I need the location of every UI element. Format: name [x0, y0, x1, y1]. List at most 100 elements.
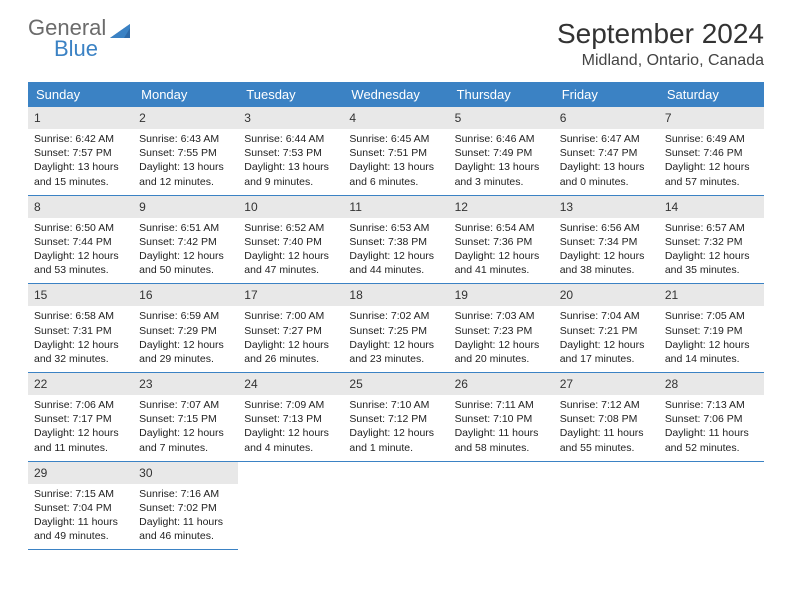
daylight-line: Daylight: 12 hours and 14 minutes. — [665, 338, 758, 366]
daylight-line: Daylight: 12 hours and 44 minutes. — [349, 249, 442, 277]
sunset-line: Sunset: 7:46 PM — [665, 146, 758, 160]
triangle-icon — [110, 22, 132, 45]
month-title: September 2024 — [557, 18, 764, 50]
sunrise-line: Sunrise: 6:57 AM — [665, 221, 758, 235]
day-details: Sunrise: 7:03 AMSunset: 7:23 PMDaylight:… — [455, 309, 548, 366]
sunset-line: Sunset: 7:44 PM — [34, 235, 127, 249]
day-number: 21 — [665, 288, 678, 302]
sunrise-line: Sunrise: 7:09 AM — [244, 398, 337, 412]
day-details: Sunrise: 6:59 AMSunset: 7:29 PMDaylight:… — [139, 309, 232, 366]
day-number: 9 — [139, 200, 146, 214]
daylight-line: Daylight: 12 hours and 23 minutes. — [349, 338, 442, 366]
title-block: September 2024 Midland, Ontario, Canada — [557, 18, 764, 70]
daylight-line: Daylight: 12 hours and 29 minutes. — [139, 338, 232, 366]
sunrise-line: Sunrise: 7:16 AM — [139, 487, 232, 501]
day-number: 7 — [665, 111, 672, 125]
day-details: Sunrise: 7:04 AMSunset: 7:21 PMDaylight:… — [560, 309, 653, 366]
day-details: Sunrise: 6:53 AMSunset: 7:38 PMDaylight:… — [349, 221, 442, 278]
sunset-line: Sunset: 7:21 PM — [560, 324, 653, 338]
calendar-day: 4Sunrise: 6:45 AMSunset: 7:51 PMDaylight… — [343, 107, 448, 196]
calendar-day: 21 Sunrise: 7:05 AMSunset: 7:19 PMDayligh… — [659, 284, 764, 373]
day-number: 5 — [455, 111, 462, 125]
calendar-day: 10Sunrise: 6:52 AMSunset: 7:40 PMDayligh… — [238, 196, 343, 285]
daylight-line: Daylight: 12 hours and 26 minutes. — [244, 338, 337, 366]
sunset-line: Sunset: 7:42 PM — [139, 235, 232, 249]
header: General Blue September 2024 Midland, Ont… — [28, 18, 764, 70]
sunrise-line: Sunrise: 7:06 AM — [34, 398, 127, 412]
daylight-line: Daylight: 12 hours and 7 minutes. — [139, 426, 232, 454]
daylight-line: Daylight: 11 hours and 55 minutes. — [560, 426, 653, 454]
empty-cell — [659, 462, 764, 551]
sunrise-line: Sunrise: 6:52 AM — [244, 221, 337, 235]
day-details: Sunrise: 6:58 AMSunset: 7:31 PMDaylight:… — [34, 309, 127, 366]
sunrise-line: Sunrise: 6:46 AM — [455, 132, 548, 146]
sunset-line: Sunset: 7:47 PM — [560, 146, 653, 160]
daylight-line: Daylight: 12 hours and 11 minutes. — [34, 426, 127, 454]
calendar-day: 16Sunrise: 6:59 AMSunset: 7:29 PMDayligh… — [133, 284, 238, 373]
sunrise-line: Sunrise: 7:05 AM — [665, 309, 758, 323]
calendar-day: 13Sunrise: 6:56 AMSunset: 7:34 PMDayligh… — [554, 196, 659, 285]
sunset-line: Sunset: 7:25 PM — [349, 324, 442, 338]
sunrise-line: Sunrise: 6:43 AM — [139, 132, 232, 146]
daylight-line: Daylight: 11 hours and 52 minutes. — [665, 426, 758, 454]
sunset-line: Sunset: 7:36 PM — [455, 235, 548, 249]
calendar-day: 30Sunrise: 7:16 AMSunset: 7:02 PMDayligh… — [133, 462, 238, 551]
sunset-line: Sunset: 7:29 PM — [139, 324, 232, 338]
sunset-line: Sunset: 7:55 PM — [139, 146, 232, 160]
day-details: Sunrise: 7:07 AMSunset: 7:15 PMDaylight:… — [139, 398, 232, 455]
calendar-day: 26Sunrise: 7:11 AMSunset: 7:10 PMDayligh… — [449, 373, 554, 462]
daylight-line: Daylight: 11 hours and 58 minutes. — [455, 426, 548, 454]
sunrise-line: Sunrise: 6:51 AM — [139, 221, 232, 235]
calendar-day: 27Sunrise: 7:12 AMSunset: 7:08 PMDayligh… — [554, 373, 659, 462]
sunrise-line: Sunrise: 7:13 AM — [665, 398, 758, 412]
sunrise-line: Sunrise: 6:45 AM — [349, 132, 442, 146]
calendar-day: 15Sunrise: 6:58 AMSunset: 7:31 PMDayligh… — [28, 284, 133, 373]
daylight-line: Daylight: 13 hours and 15 minutes. — [34, 160, 127, 188]
daylight-line: Daylight: 11 hours and 46 minutes. — [139, 515, 232, 543]
sunrise-line: Sunrise: 6:44 AM — [244, 132, 337, 146]
empty-cell — [554, 462, 659, 551]
sunset-line: Sunset: 7:49 PM — [455, 146, 548, 160]
day-number: 2 — [139, 111, 146, 125]
calendar-day: 28Sunrise: 7:13 AMSunset: 7:06 PMDayligh… — [659, 373, 764, 462]
daylight-line: Daylight: 13 hours and 12 minutes. — [139, 160, 232, 188]
sunrise-line: Sunrise: 6:49 AM — [665, 132, 758, 146]
day-number: 1 — [34, 111, 41, 125]
sunset-line: Sunset: 7:06 PM — [665, 412, 758, 426]
calendar-header-row: SundayMondayTuesdayWednesdayThursdayFrid… — [28, 82, 764, 107]
empty-cell — [238, 462, 343, 551]
calendar-day: 19Sunrise: 7:03 AMSunset: 7:23 PMDayligh… — [449, 284, 554, 373]
day-number: 18 — [349, 288, 362, 302]
day-details: Sunrise: 6:57 AMSunset: 7:32 PMDaylight:… — [665, 221, 758, 278]
sunrise-line: Sunrise: 6:50 AM — [34, 221, 127, 235]
daylight-line: Daylight: 12 hours and 50 minutes. — [139, 249, 232, 277]
sunset-line: Sunset: 7:15 PM — [139, 412, 232, 426]
daylight-line: Daylight: 12 hours and 35 minutes. — [665, 249, 758, 277]
calendar-day: 18Sunrise: 7:02 AMSunset: 7:25 PMDayligh… — [343, 284, 448, 373]
weekday-header: Wednesday — [343, 82, 448, 107]
calendar-day: 9 Sunrise: 6:51 AMSunset: 7:42 PMDaylight… — [133, 196, 238, 285]
sunrise-line: Sunrise: 6:59 AM — [139, 309, 232, 323]
weekday-header: Sunday — [28, 82, 133, 107]
day-details: Sunrise: 6:46 AMSunset: 7:49 PMDaylight:… — [455, 132, 548, 189]
sunset-line: Sunset: 7:40 PM — [244, 235, 337, 249]
day-number: 23 — [139, 377, 152, 391]
weekday-header: Monday — [133, 82, 238, 107]
calendar-page: General Blue September 2024 Midland, Ont… — [0, 0, 792, 568]
daylight-line: Daylight: 12 hours and 47 minutes. — [244, 249, 337, 277]
calendar-day: 7Sunrise: 6:49 AMSunset: 7:46 PMDaylight… — [659, 107, 764, 196]
day-details: Sunrise: 6:54 AMSunset: 7:36 PMDaylight:… — [455, 221, 548, 278]
sunrise-line: Sunrise: 7:11 AM — [455, 398, 548, 412]
empty-cell — [449, 462, 554, 551]
day-number: 27 — [560, 377, 573, 391]
day-details: Sunrise: 6:42 AMSunset: 7:57 PMDaylight:… — [34, 132, 127, 189]
calendar-day: 17Sunrise: 7:00 AMSunset: 7:27 PMDayligh… — [238, 284, 343, 373]
sunset-line: Sunset: 7:04 PM — [34, 501, 127, 515]
sunset-line: Sunset: 7:57 PM — [34, 146, 127, 160]
day-details: Sunrise: 7:15 AMSunset: 7:04 PMDaylight:… — [34, 487, 127, 544]
sunset-line: Sunset: 7:13 PM — [244, 412, 337, 426]
daylight-line: Daylight: 11 hours and 49 minutes. — [34, 515, 127, 543]
sunset-line: Sunset: 7:17 PM — [34, 412, 127, 426]
day-details: Sunrise: 6:45 AMSunset: 7:51 PMDaylight:… — [349, 132, 442, 189]
sunset-line: Sunset: 7:19 PM — [665, 324, 758, 338]
